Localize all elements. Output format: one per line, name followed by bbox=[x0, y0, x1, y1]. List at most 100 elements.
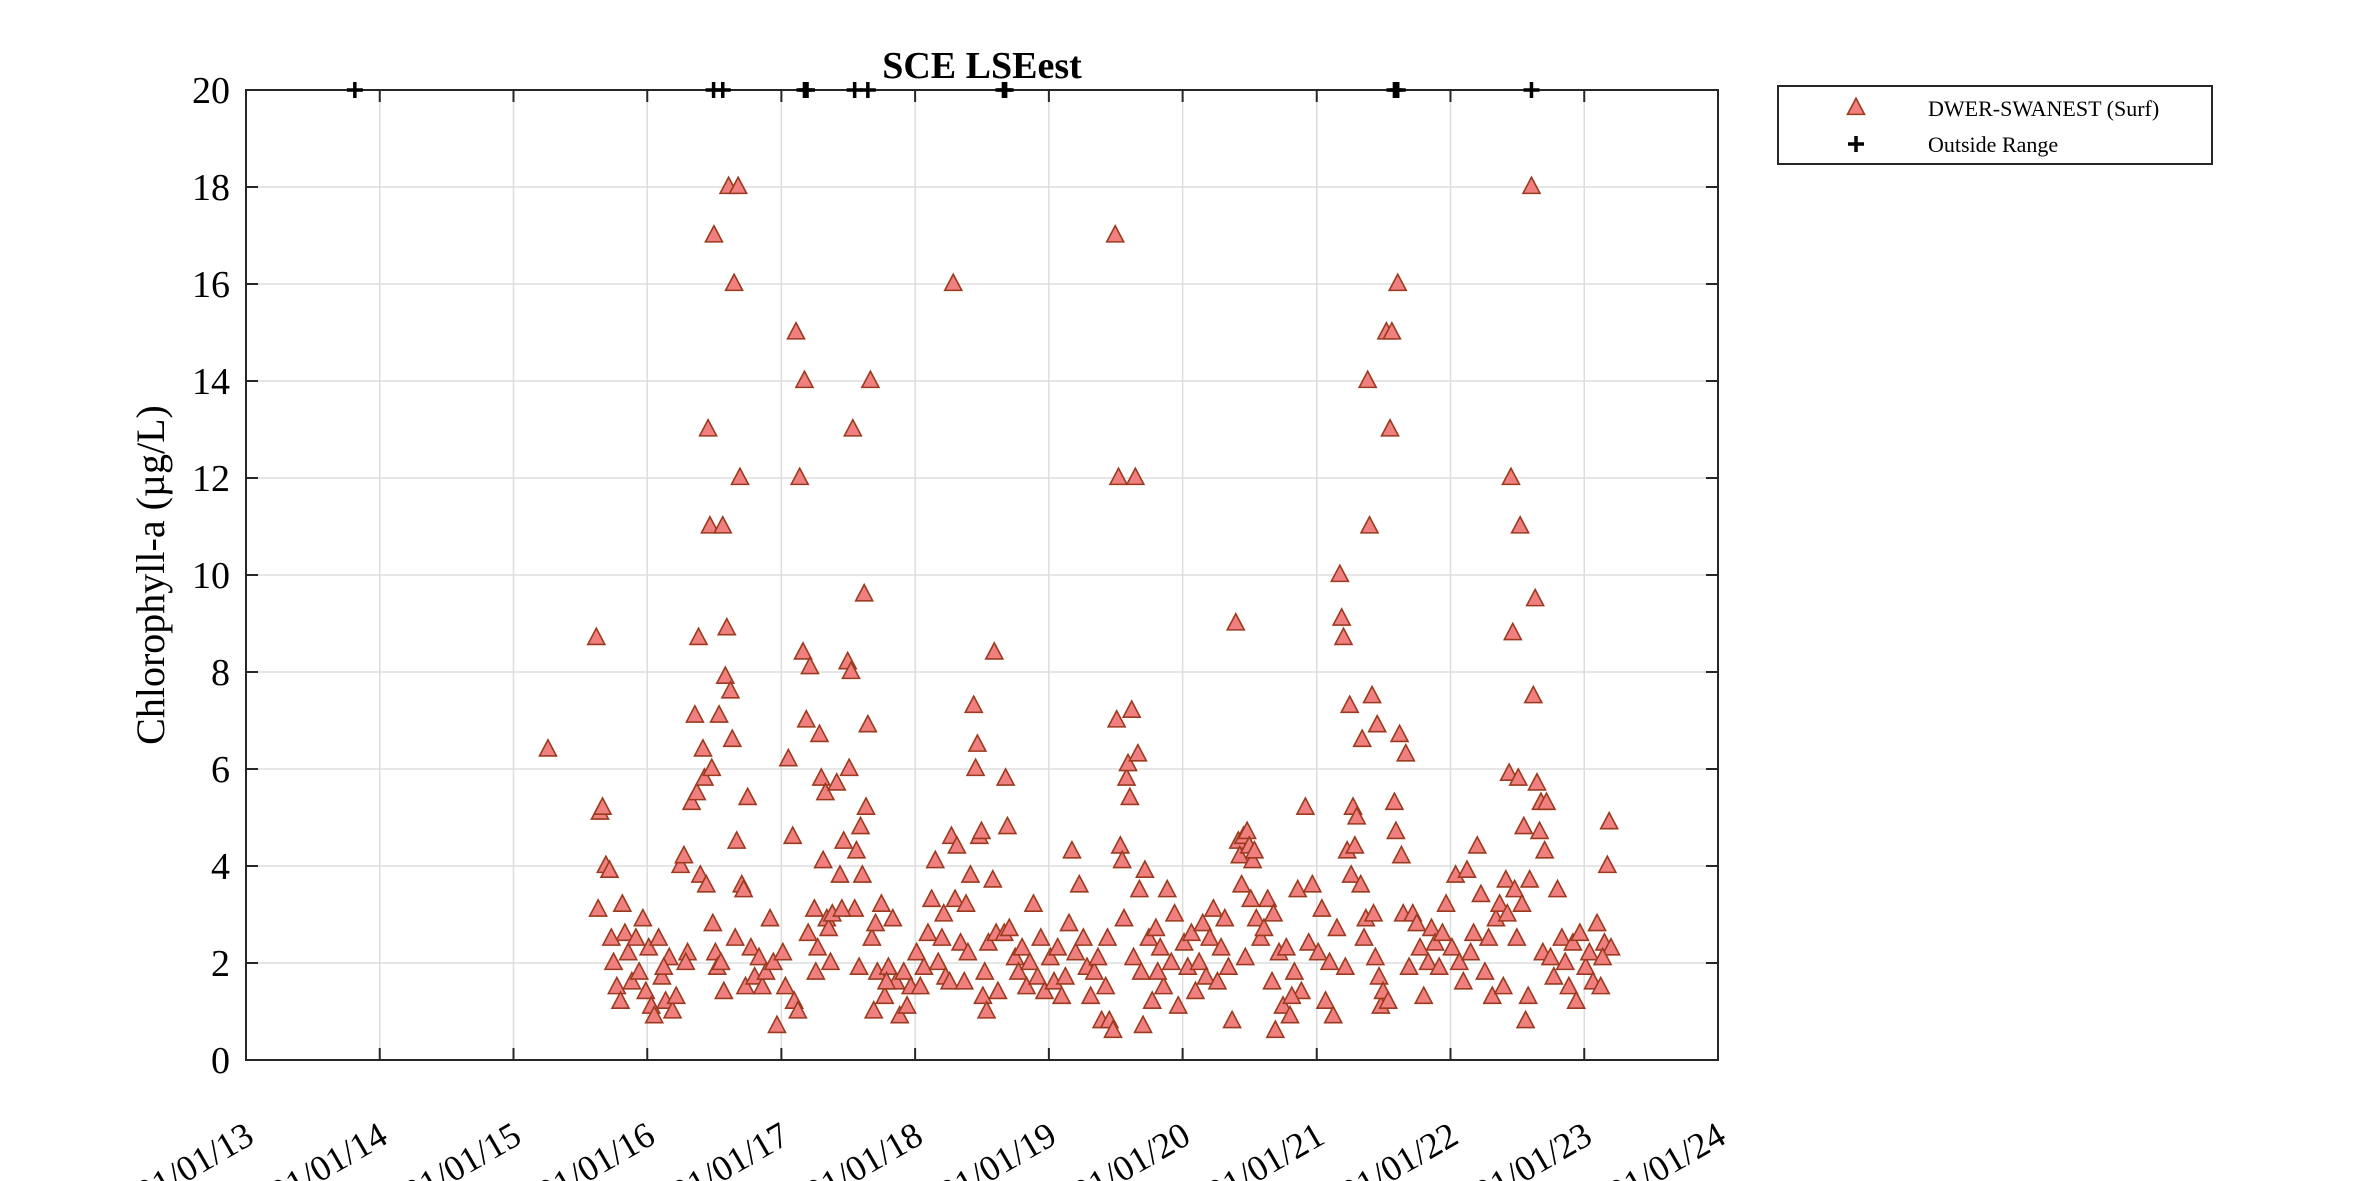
data-point-triangle bbox=[805, 961, 826, 980]
data-point-triangle bbox=[1131, 961, 1152, 980]
data-point-triangle bbox=[1189, 951, 1209, 971]
data-point-triangle bbox=[688, 626, 709, 646]
data-point-triangle bbox=[1547, 878, 1568, 898]
data-point-triangle bbox=[1088, 946, 1108, 966]
data-point-triangle bbox=[956, 893, 976, 912]
data-point-triangle bbox=[1504, 878, 1525, 898]
data-point-triangle bbox=[1429, 956, 1449, 976]
legend: DWER-SWANEST (Surf) Outside Range bbox=[1777, 85, 2213, 165]
data-point-triangle bbox=[1587, 912, 1607, 932]
data-point-triangle bbox=[700, 515, 720, 534]
data-point-triangle bbox=[703, 912, 723, 932]
data-point-triangle bbox=[1214, 907, 1235, 927]
data-point-triangle bbox=[1555, 951, 1576, 971]
data-point-triangle bbox=[1237, 820, 1257, 840]
data-point-triangle bbox=[789, 466, 810, 486]
y-tick-label: 8 bbox=[211, 652, 230, 694]
data-point-triangle bbox=[1196, 966, 1216, 985]
data-point-triangle bbox=[850, 815, 871, 835]
data-point-triangle bbox=[1276, 936, 1297, 956]
x-tick-label: 01/01/17 bbox=[665, 1114, 796, 1181]
data-point-triangle bbox=[1244, 839, 1265, 859]
data-point-triangle bbox=[1331, 607, 1352, 626]
data-point-triangle bbox=[1265, 1019, 1286, 1039]
data-point-triangle bbox=[1575, 956, 1596, 976]
data-point-triangle bbox=[1570, 922, 1590, 942]
data-point-triangle bbox=[1139, 927, 1159, 946]
data-point-triangle bbox=[1284, 961, 1305, 980]
data-point-triangle bbox=[1323, 1004, 1344, 1024]
data-point-triangle bbox=[1365, 946, 1386, 966]
data-point-triangle bbox=[1312, 898, 1332, 917]
data-point-triangle bbox=[1016, 975, 1037, 995]
x-tick-label: 01/01/15 bbox=[397, 1114, 528, 1181]
data-point-triangle bbox=[967, 733, 988, 752]
data-point-triangle bbox=[874, 985, 895, 1005]
data-point-triangle bbox=[1534, 839, 1555, 859]
x-tick-label: 01/01/21 bbox=[1200, 1114, 1331, 1181]
data-point-triangle bbox=[1499, 762, 1519, 782]
data-point-triangle bbox=[712, 515, 733, 534]
data-point-triangle bbox=[709, 704, 729, 723]
data-point-triangle bbox=[858, 713, 878, 733]
data-point-outside-range bbox=[1389, 82, 1406, 98]
data-point-triangle bbox=[607, 975, 627, 995]
data-point-triangle bbox=[1395, 742, 1416, 762]
data-point-triangle bbox=[1352, 728, 1373, 748]
data-point-triangle bbox=[965, 757, 986, 777]
data-point-triangle bbox=[1327, 917, 1347, 937]
y-axis-tick-labels: 0 2 4 6 8 10 12 14 16 18 20 bbox=[192, 70, 230, 1082]
y-tick-label: 12 bbox=[192, 458, 230, 500]
data-point-triangle bbox=[1599, 810, 1619, 830]
data-point-triangle bbox=[1421, 917, 1442, 937]
data-point-triangle bbox=[1482, 985, 1503, 1005]
y-tick-label: 18 bbox=[192, 167, 230, 209]
data-point-triangle bbox=[800, 655, 820, 675]
data-point-triangle bbox=[1384, 791, 1405, 811]
data-point-triangle bbox=[1463, 922, 1484, 942]
data-point-triangle bbox=[889, 1004, 910, 1024]
data-point-triangle bbox=[982, 869, 1003, 888]
data-point-triangle bbox=[1005, 946, 1025, 966]
data-point-triangle bbox=[1339, 694, 1360, 714]
data-point-triangle bbox=[939, 970, 960, 990]
data-point-triangle bbox=[1203, 898, 1224, 917]
data-point-triangle bbox=[685, 704, 705, 723]
data-point-triangle bbox=[925, 849, 946, 869]
data-point-triangle bbox=[794, 369, 815, 389]
data-point-triangle bbox=[988, 980, 1008, 1000]
data-point-triangle bbox=[1112, 849, 1132, 869]
data-point-triangle bbox=[1229, 844, 1250, 864]
data-point-triangle bbox=[1410, 936, 1430, 956]
data-point-triangle bbox=[588, 898, 608, 917]
data-point-triangle bbox=[1062, 839, 1082, 859]
grid bbox=[246, 90, 1718, 1060]
legend-plus-icon bbox=[1848, 136, 1864, 152]
data-point-triangle bbox=[599, 859, 620, 879]
data-point-triangle bbox=[1105, 224, 1126, 243]
data-point-triangle bbox=[860, 369, 881, 389]
data-point-triangle bbox=[1008, 961, 1029, 980]
data-point-triangle bbox=[1103, 1019, 1123, 1039]
data-point-triangle bbox=[978, 932, 999, 951]
data-point-triangle bbox=[1510, 515, 1530, 534]
data-point-triangle bbox=[1359, 515, 1380, 534]
y-tick-label: 2 bbox=[211, 943, 230, 985]
data-point-triangle bbox=[1123, 946, 1144, 966]
data-point-triangle bbox=[763, 951, 784, 971]
data-point-triangle bbox=[1157, 878, 1178, 898]
data-point-triangle bbox=[954, 970, 975, 990]
data-point-triangle bbox=[1566, 990, 1587, 1009]
x-tick-label: 01/01/14 bbox=[263, 1114, 394, 1181]
legend-triangle-icon bbox=[1846, 96, 1866, 116]
data-point-triangle bbox=[1147, 961, 1168, 980]
data-point-triangle bbox=[804, 898, 825, 917]
data-point-triangle bbox=[1387, 272, 1408, 292]
data-point-triangle bbox=[686, 781, 707, 801]
data-point-triangle bbox=[1164, 903, 1185, 922]
data-point-triangle bbox=[622, 970, 642, 990]
data-point-triangle bbox=[618, 941, 639, 961]
data-point-triangle bbox=[675, 951, 696, 971]
data-point-triangle bbox=[1302, 873, 1323, 893]
data-point-triangle bbox=[1114, 907, 1134, 927]
